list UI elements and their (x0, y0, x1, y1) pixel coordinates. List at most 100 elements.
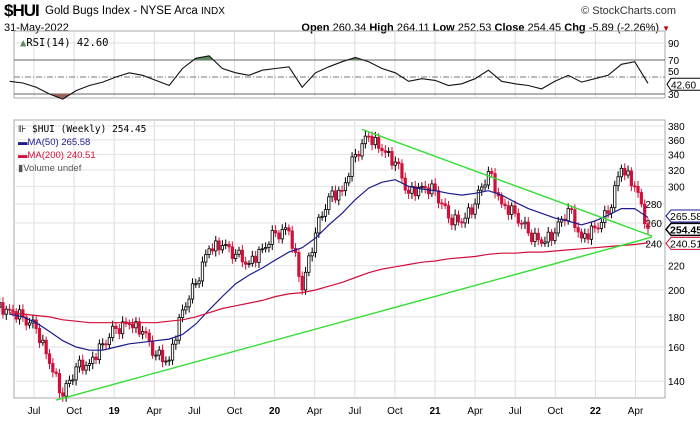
candle-body (157, 349, 161, 356)
candle-body (533, 232, 537, 242)
candle-body (440, 202, 444, 205)
x-tick-label: Oct (227, 406, 243, 417)
candle-body (0, 302, 2, 308)
candle-body (406, 189, 411, 194)
rsi-value-label: 42.60 (671, 80, 696, 91)
price-tick-label: 200 (668, 286, 685, 297)
candle-body (200, 261, 205, 282)
candle-body (140, 331, 145, 335)
candle-body (367, 135, 371, 138)
price-tick-label: 220 (668, 262, 685, 273)
candle-body (44, 339, 48, 355)
candle-body (257, 248, 261, 263)
candle-body (167, 359, 171, 362)
x-tick-label: Jul (28, 406, 41, 417)
candle-body (643, 203, 647, 225)
candle-body (506, 205, 510, 215)
candle-body (400, 163, 404, 179)
candle-body (267, 243, 271, 248)
ma200-legend: ▬MA(200) 240.51 (18, 150, 96, 161)
candle-body (619, 167, 624, 178)
candle-body (11, 309, 15, 312)
candle-body (147, 332, 151, 342)
candle-body (503, 203, 507, 207)
candle-body (360, 143, 364, 157)
candle-body (184, 306, 188, 311)
candle-body (131, 323, 135, 329)
candle-body (553, 232, 557, 241)
candle-body (177, 317, 181, 341)
x-tick-label: Jul (348, 406, 361, 417)
candle-body (337, 189, 341, 201)
candle-body (180, 309, 185, 319)
x-tick-label: 20 (269, 406, 281, 417)
candle-body (450, 217, 454, 226)
candle-body (97, 343, 101, 361)
candle-body (160, 349, 165, 363)
x-tick-label: Jul (509, 406, 522, 417)
candle-body (61, 392, 65, 397)
candle-body (583, 233, 587, 239)
candle-body (476, 189, 481, 205)
candle-body (21, 309, 25, 318)
candle-body (260, 248, 264, 251)
candle-body (190, 283, 195, 300)
candle-body (170, 343, 175, 361)
candle-body (313, 232, 318, 253)
candle-body (426, 187, 431, 195)
candle-body (24, 316, 28, 326)
candle-body (254, 255, 258, 263)
price-tick-label: 360 (668, 136, 685, 147)
candle-body (320, 215, 324, 218)
candle-body (111, 325, 115, 338)
price-tick-label: 180 (668, 313, 685, 324)
candle-body (629, 170, 633, 187)
candle-body (330, 190, 334, 198)
price-tick-label: 380 (668, 122, 685, 133)
candle-body (127, 323, 131, 325)
candle-body (327, 196, 331, 211)
candle-body (566, 208, 570, 222)
candle-body (579, 231, 584, 239)
candle-body (483, 184, 487, 188)
candle-body (639, 192, 643, 205)
candle-body (194, 283, 198, 286)
x-tick-label: 22 (590, 406, 602, 417)
candle-body (51, 363, 55, 373)
candle-body (606, 210, 610, 214)
close-price-tag-box (665, 222, 700, 237)
price-tick-label: 280 (645, 200, 662, 211)
candle-body (556, 221, 560, 234)
candle-body (47, 353, 52, 364)
candle-body (4, 308, 8, 315)
price-tick-label: 320 (668, 166, 685, 177)
x-tick-label: Jul (188, 406, 201, 417)
candle-body (623, 167, 627, 176)
candle-body (423, 185, 427, 189)
candle-body (174, 339, 178, 345)
candle-body (210, 248, 215, 252)
candle-body (250, 255, 254, 264)
candle-body (370, 135, 374, 146)
close-price-tag: 254.45 (670, 224, 700, 236)
candle-body (586, 233, 590, 240)
candle-body (64, 383, 68, 397)
candle-body (596, 227, 600, 230)
candle-body (387, 151, 391, 153)
candle-body (104, 343, 108, 346)
rsi-legend: ▲RSI(14) 42.60 (20, 37, 109, 49)
candle-body (117, 328, 121, 335)
candle-body (353, 154, 358, 158)
candle-body (543, 241, 547, 244)
x-tick-label: Apr (147, 406, 163, 417)
candle-body (546, 231, 550, 243)
candle-body (234, 253, 238, 259)
ma200-price-tag-box (665, 236, 700, 250)
candle-body (244, 261, 248, 265)
candle-body (307, 255, 311, 273)
candle-body (197, 280, 201, 285)
x-tick-label: Apr (467, 406, 483, 417)
rsi-panel-frame (13, 30, 666, 99)
trendline-support (55, 236, 653, 401)
